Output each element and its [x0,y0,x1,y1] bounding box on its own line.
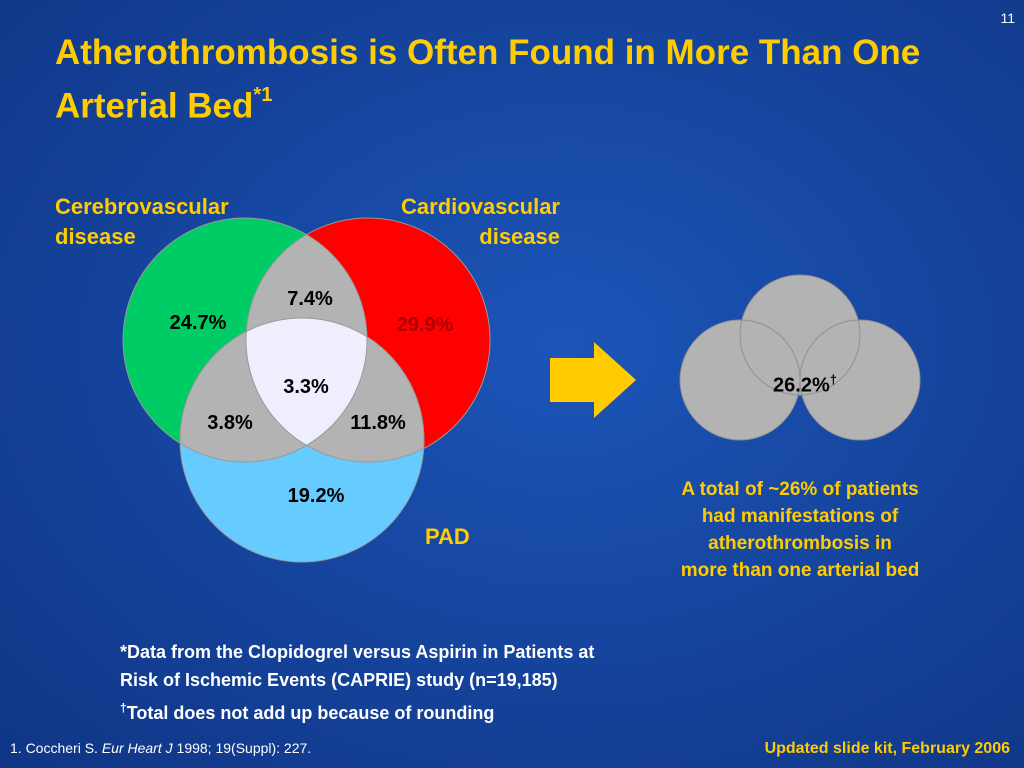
reference-prefix: 1. Coccheri S. [10,740,102,756]
summary-total-value: 26.2%† [755,372,855,398]
summary-venn [679,274,921,441]
title-footnote-marker: *1 [253,84,273,106]
summary-text-line4: more than one arterial bed [680,560,920,581]
footnote-line3: †Total does not add up because of roundi… [120,694,760,727]
cerebrovascular-label: Cerebrovascular disease [55,192,285,252]
cerebro-cardio-value: 7.4% [287,288,333,310]
footnote-line2: Risk of Ischemic Events (CAPRIE) study (… [120,670,558,690]
cerebro-only-value: 24.7% [169,312,227,334]
cerebrovascular-label-line1: Cerebrovascular [55,194,229,219]
summary-right-circle [800,320,920,440]
slide-kit-note: Updated slide kit, February 2006 [764,740,1010,757]
cerebrovascular-outline [122,217,368,463]
reference-details: 1998; 19(Suppl): 227. [172,740,312,756]
cardiovascular-label-line1: Cardiovascular [401,194,560,219]
all-three-value: 3.3% [283,376,329,398]
right-arrow-icon [550,342,636,418]
slide-number: 11 [1000,10,1015,26]
cardiovascular-label-line2: disease [479,224,560,249]
slide-title: Atherothrombosis is Often Found in More … [55,30,975,130]
summary-left-circle [680,320,800,440]
cardio-pad-value: 11.8% [350,412,406,434]
summary-text-line3: atherothrombosis in [708,533,892,554]
cerebro-pad-value: 3.8% [207,412,253,434]
reference-citation: 1. Coccheri S. Eur Heart J 1998; 19(Supp… [10,740,610,756]
summary-right-outline [799,319,921,441]
summary-text-line2: had manifestations of [701,506,899,527]
footnotes: *Data from the Clopidogrel versus Aspiri… [120,638,760,727]
cardiovascular-outline [245,217,491,463]
footnote-line1: *Data from the Clopidogrel versus Aspiri… [120,642,595,662]
summary-text: A total of ~26% of patients had manifest… [645,476,955,584]
cardio-only-value: 29.9% [396,314,454,336]
footnote-line3-text: Total does not add up because of roundin… [126,703,495,723]
outline-group [122,217,491,563]
slide-title-text: Atherothrombosis is Often Found in More … [55,33,921,126]
pad-only-value: 19.2% [287,485,345,507]
pad-outline [179,317,425,563]
summary-text-line1: A total of ~26% of patients [681,479,919,500]
summary-total-dagger: † [829,372,837,387]
cerebrovascular-label-line2: disease [55,224,136,249]
cardiovascular-label: Cardiovascular disease [330,192,560,252]
footnote-dagger: † [120,701,127,715]
summary-top-outline [739,274,861,396]
reference-journal: Eur Heart J [101,740,173,756]
pad-label: PAD [425,524,470,549]
summary-total-number: 26.2% [773,374,830,397]
